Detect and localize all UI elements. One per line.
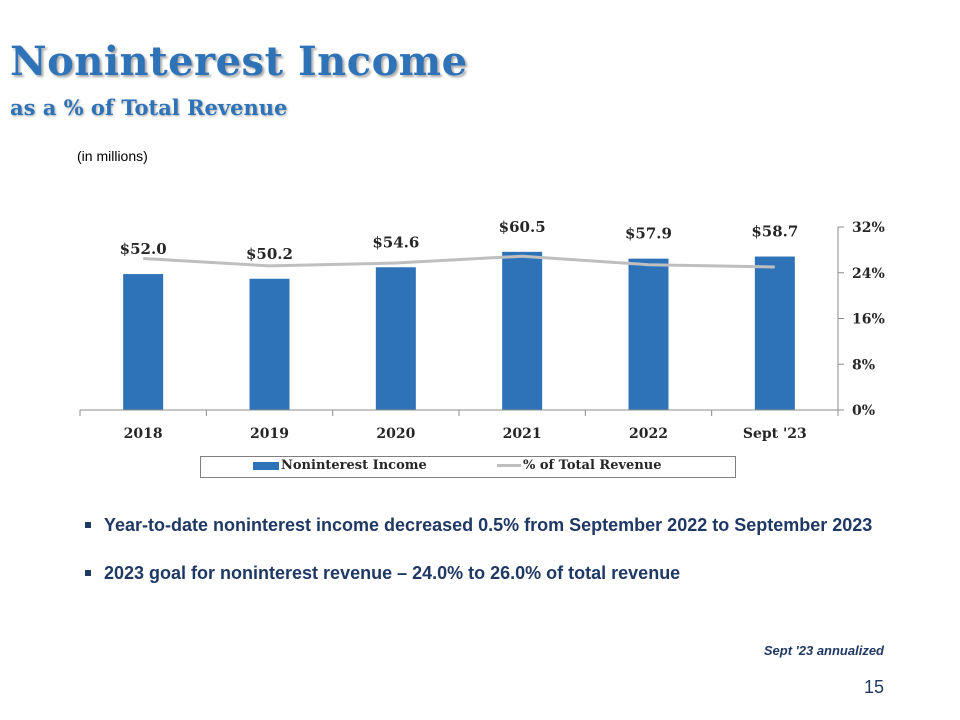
legend-label-bar: Noninterest Income (281, 458, 427, 473)
chart-legend: Noninterest Income % of Total Revenue (200, 456, 736, 478)
x-tick-label: 2021 (503, 426, 542, 442)
bullet-item: Year-to-date noninterest income decrease… (85, 514, 885, 536)
bar-2020 (375, 267, 416, 410)
data-label: $57.9 (625, 225, 672, 243)
legend-item-line: % of Total Revenue (497, 458, 662, 473)
legend-line-swatch (497, 464, 521, 467)
page-subtitle: as a % of Total Revenue (10, 95, 288, 120)
bar-2021 (502, 251, 543, 410)
bullet-list: Year-to-date noninterest income decrease… (85, 514, 885, 584)
bar-2019 (249, 278, 290, 410)
footnote: Sept '23 annualized (763, 643, 884, 658)
bullet-text: 2023 goal for noninterest revenue – 24.0… (104, 563, 681, 583)
bullet-item: 2023 goal for noninterest revenue – 24.0… (85, 562, 885, 584)
y-tick-label: 16% (852, 312, 885, 328)
x-tick-label: 2020 (376, 426, 415, 442)
data-label: $50.2 (246, 245, 293, 263)
bar-Sept '23 (754, 256, 795, 410)
page-number: 15 (863, 677, 884, 697)
percent-revenue-line (143, 254, 775, 269)
legend-label-line: % of Total Revenue (523, 458, 662, 473)
bullet-square-icon (85, 522, 91, 528)
bullet-text: Year-to-date noninterest income decrease… (104, 515, 873, 535)
bullet-square-icon (85, 570, 91, 576)
y-tick-label: 8% (852, 357, 875, 373)
y-tick-label: 0% (852, 403, 875, 419)
data-label: $52.0 (120, 240, 167, 258)
legend-item-bar: Noninterest Income (253, 458, 427, 473)
data-label: $54.6 (372, 233, 419, 251)
legend-bar-swatch (253, 461, 279, 470)
bar-2022 (628, 258, 669, 410)
x-tick-label: 2022 (629, 426, 668, 442)
x-tick-label: Sept '23 (743, 426, 807, 442)
page-title: Noninterest Income (10, 38, 468, 85)
units-note: (in millions) (77, 148, 148, 164)
x-tick-label: 2019 (250, 426, 289, 442)
y-tick-label: 24% (852, 266, 885, 282)
x-tick-label: 2018 (124, 426, 163, 442)
data-label: $60.5 (499, 218, 546, 236)
bar-2018 (123, 274, 164, 410)
data-label: $58.7 (751, 223, 798, 241)
noninterest-income-chart: $52.0 2018 $50.2 2019 $54.6 2020 $60.5 2021 $57.… (79, 218, 885, 442)
y-tick-label: 32% (852, 220, 885, 236)
